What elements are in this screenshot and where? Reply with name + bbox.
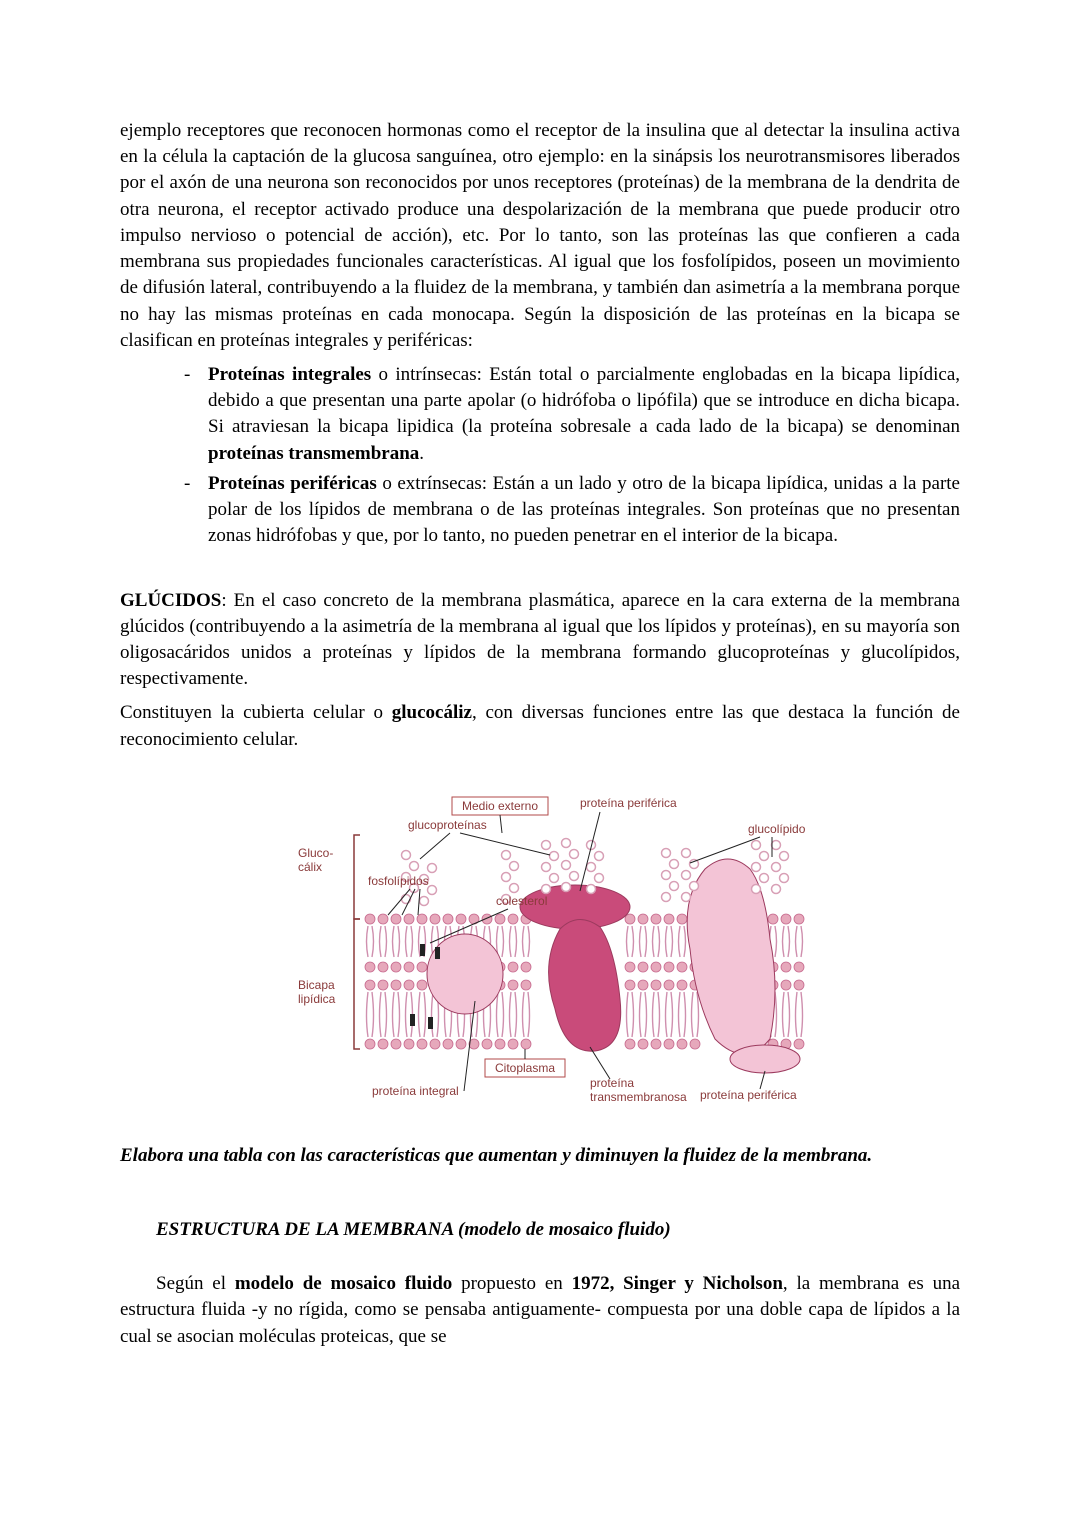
glucidos-paragraph-2: Constituyen la cubierta celular o glucoc… [120,700,960,752]
intro-paragraph: ejemplo receptores que reconocen hormona… [120,118,960,354]
svg-text:proteína periférica: proteína periférica [580,796,677,810]
list-item: Proteínas integrales o intrínsecas: Está… [184,362,960,467]
svg-text:colesterol: colesterol [496,894,547,908]
protein-types-list: Proteínas integrales o intrínsecas: Está… [120,362,960,550]
glucidos-title: GLÚCIDOS [120,590,221,611]
glucidos-body2a: Constituyen la cubierta celular o [120,702,392,723]
membrane-svg: Medio externo proteína periférica glucopro… [260,779,820,1109]
list-item-end: . [419,443,424,464]
glucidos-body1: : En el caso concreto de la membrana pla… [120,590,960,690]
svg-text:glucolípido: glucolípido [748,822,806,836]
section2-heading: ESTRUCTURA DE LA MEMBRANA (modelo de mos… [120,1217,960,1243]
section2-bold1: modelo de mosaico fluido [235,1273,452,1294]
svg-text:Bicapa: Bicapa [298,978,335,992]
task-instruction: Elabora una tabla con las característica… [120,1143,960,1169]
glucidos-bold: glucocáliz [392,702,472,723]
membrane-figure-container: Medio externo proteína periférica glucopro… [120,779,960,1109]
section2-text-b: propuesto en [452,1273,571,1294]
svg-text:fosfolípidos: fosfolípidos [368,874,429,888]
list-item-bold: Proteínas periféricas [208,473,377,494]
svg-text:Citoplasma: Citoplasma [495,1061,555,1075]
membrane-figure: Medio externo proteína periférica glucopro… [260,779,820,1109]
section2-bold2: 1972, Singer y Nicholson [572,1273,783,1294]
svg-text:proteína integral: proteína integral [372,1084,459,1098]
glucidos-paragraph-1: GLÚCIDOS: En el caso concreto de la memb… [120,588,960,693]
svg-text:proteína: proteína [590,1076,634,1090]
svg-text:proteína periférica: proteína periférica [700,1088,797,1102]
svg-text:Medio externo: Medio externo [462,799,538,813]
svg-text:cálix: cálix [298,860,322,874]
svg-text:transmembranosa: transmembranosa [590,1090,687,1104]
svg-text:glucoproteínas: glucoproteínas [408,818,487,832]
section2-paragraph: Según el modelo de mosaico fluido propue… [120,1271,960,1350]
list-item-bold2: proteínas transmembrana [208,443,419,464]
list-item: Proteínas periféricas o extrínsecas: Est… [184,471,960,550]
svg-text:Gluco-: Gluco- [298,846,333,860]
list-item-bold: Proteínas integrales [208,364,371,385]
svg-text:lipídica: lipídica [298,992,336,1006]
section2-text-a: Según el [156,1273,235,1294]
